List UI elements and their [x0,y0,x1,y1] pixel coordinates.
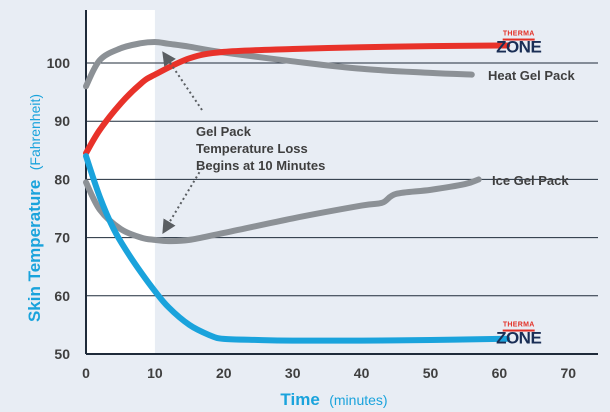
x-tick-label-40: 40 [354,365,370,381]
x-tick-label-50: 50 [423,365,439,381]
x-axis-label-main: Time [280,390,319,409]
annotation-line-2: Temperature Loss [196,141,308,156]
series-label-ice-gel-pack: Ice Gel Pack [492,173,569,188]
y-tick-label-90: 90 [54,113,70,129]
y-tick-labels: 50 60 70 80 90 100 [47,55,71,362]
x-axis-label-unit: (minutes) [329,392,387,408]
y-tick-label-50: 50 [54,346,70,362]
y-tick-label-100: 100 [47,55,71,71]
logo-heat-accent-bar [502,38,535,41]
x-tick-label-0: 0 [82,365,90,381]
logo-heat-top-text: THERMA [503,31,535,38]
y-axis-label-unit: (Fahrenheit) [27,94,43,170]
series-label-heat-gel-pack: Heat Gel Pack [488,68,575,83]
y-tick-label-80: 80 [54,171,70,187]
annotation-line-3: Begins at 10 Minutes [196,158,325,173]
logo-cold-bottom-text: ZONE [496,329,541,348]
x-tick-label-20: 20 [216,365,232,381]
y-axis-label-main: Skin Temperature [25,180,44,322]
y-tick-label-70: 70 [54,230,70,246]
y-tick-label-60: 60 [54,288,70,304]
x-tick-label-70: 70 [561,365,577,381]
annotation-arrow-2 [162,167,203,235]
x-tick-label-30: 30 [285,365,301,381]
x-tick-label-10: 10 [147,365,163,381]
series-line-ice-gel-pack [83,176,482,245]
y-axis-label: Skin Temperature (Fahrenheit) [25,94,44,322]
x-tick-label-60: 60 [492,365,508,381]
logo-cold-top-text: THERMA [503,322,535,329]
gridlines [86,62,598,297]
x-axis-label: Time (minutes) [280,390,387,409]
series-line-heat-gel-pack [83,39,475,90]
x-tick-labels: 0 10 20 30 40 50 60 70 [82,365,576,381]
series-labels: Heat Gel Pack Ice Gel Pack [488,68,575,188]
series-line-thermazone-cold [83,153,511,344]
annotation-arrow-1 [162,51,203,111]
logo-heat-bottom-text: ZONE [496,38,541,57]
series-line-thermazone-heat [83,42,511,157]
logo-cold-accent-bar [502,329,535,332]
series-lines [83,39,511,344]
annotation-line-1: Gel Pack [196,124,252,139]
annotation: Gel Pack Temperature Loss Begins at 10 Min… [162,51,325,235]
